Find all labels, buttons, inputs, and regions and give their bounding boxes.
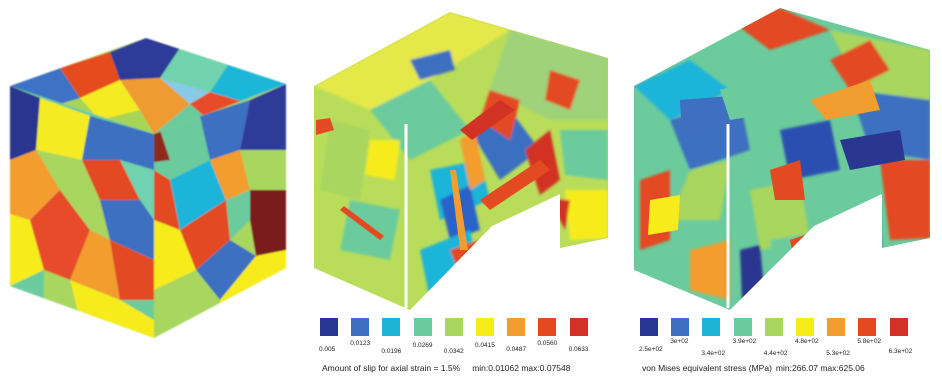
legend-tick-label: 0.0633 bbox=[568, 346, 589, 353]
legend-caption-label: von Mises equivalent stress (MPa) bbox=[642, 363, 772, 373]
legend-tick-label: 0.0415 bbox=[475, 342, 495, 349]
legend-swatch bbox=[671, 318, 690, 336]
legend-swatch bbox=[858, 318, 877, 336]
legend-swatch bbox=[733, 318, 752, 336]
legend-swatch bbox=[351, 318, 370, 336]
legend-caption: von Mises equivalent stress (MPa) min:266… bbox=[642, 363, 865, 373]
legend-swatch bbox=[320, 318, 338, 336]
legend-tick-label: 0.005 bbox=[319, 346, 336, 353]
legend-swatch bbox=[796, 318, 814, 336]
grain-structure-cube bbox=[10, 38, 286, 338]
legend-swatch bbox=[827, 318, 846, 336]
legend-swatch bbox=[764, 318, 783, 336]
legend-swatch bbox=[444, 318, 463, 336]
legend-tick-label: 0.0487 bbox=[506, 346, 527, 353]
legend-tick-label: 3.4e+02 bbox=[701, 350, 726, 357]
legend-caption: Amount of slip for axial strain = 1.5% mi… bbox=[322, 363, 571, 373]
legend-tick-label: 0.0342 bbox=[443, 348, 464, 355]
stress-legend: 2.5e+02 3e+02 3.4e+02 3.9e+02 4.4e+02 4.8e+02… bbox=[639, 318, 942, 377]
legend-tick-label: 5.3e+02 bbox=[826, 350, 850, 357]
slip-amount-cube bbox=[314, 12, 608, 310]
legend-tick-label: 0.0560 bbox=[537, 340, 558, 347]
legend-tick-label: 4.4e+02 bbox=[763, 350, 788, 357]
von-mises-stress-cube bbox=[634, 8, 930, 310]
legend-tick-label: 0.0196 bbox=[381, 348, 402, 355]
legend-swatch bbox=[569, 318, 588, 336]
legend-caption-range: min:0.01062 max:0.07548 bbox=[472, 363, 571, 373]
legend-tick-label: 4.8e+02 bbox=[795, 338, 819, 345]
legend-swatch bbox=[702, 318, 721, 336]
legend-tick-label: 0.0269 bbox=[412, 342, 433, 349]
legend-tick-label: 0.0123 bbox=[350, 340, 371, 347]
legend-tick-label: 3.9e+02 bbox=[732, 338, 757, 345]
legend-swatch bbox=[889, 318, 908, 336]
legend-tick-label: 3e+02 bbox=[670, 338, 689, 345]
legend-swatch bbox=[476, 318, 494, 336]
legend-caption-label: Amount of slip for axial strain = 1.5% bbox=[322, 363, 461, 373]
legend-swatch bbox=[507, 318, 526, 336]
legend-tick-label: 5.8e+02 bbox=[857, 338, 882, 345]
slip-legend: 0.005 0.0123 0.0196 0.0269 0.0342 0.0415 0.048… bbox=[319, 318, 620, 377]
legend-swatch bbox=[382, 318, 401, 336]
legend-swatch bbox=[538, 318, 557, 336]
legend-swatch bbox=[413, 318, 432, 336]
legend-tick-label: 6.3e+02 bbox=[888, 348, 913, 355]
legend-tick-label: 2.5e+02 bbox=[639, 346, 663, 353]
legend-swatch bbox=[640, 318, 658, 336]
legend-caption-range: min:266.07 max:625.06 bbox=[775, 363, 865, 373]
